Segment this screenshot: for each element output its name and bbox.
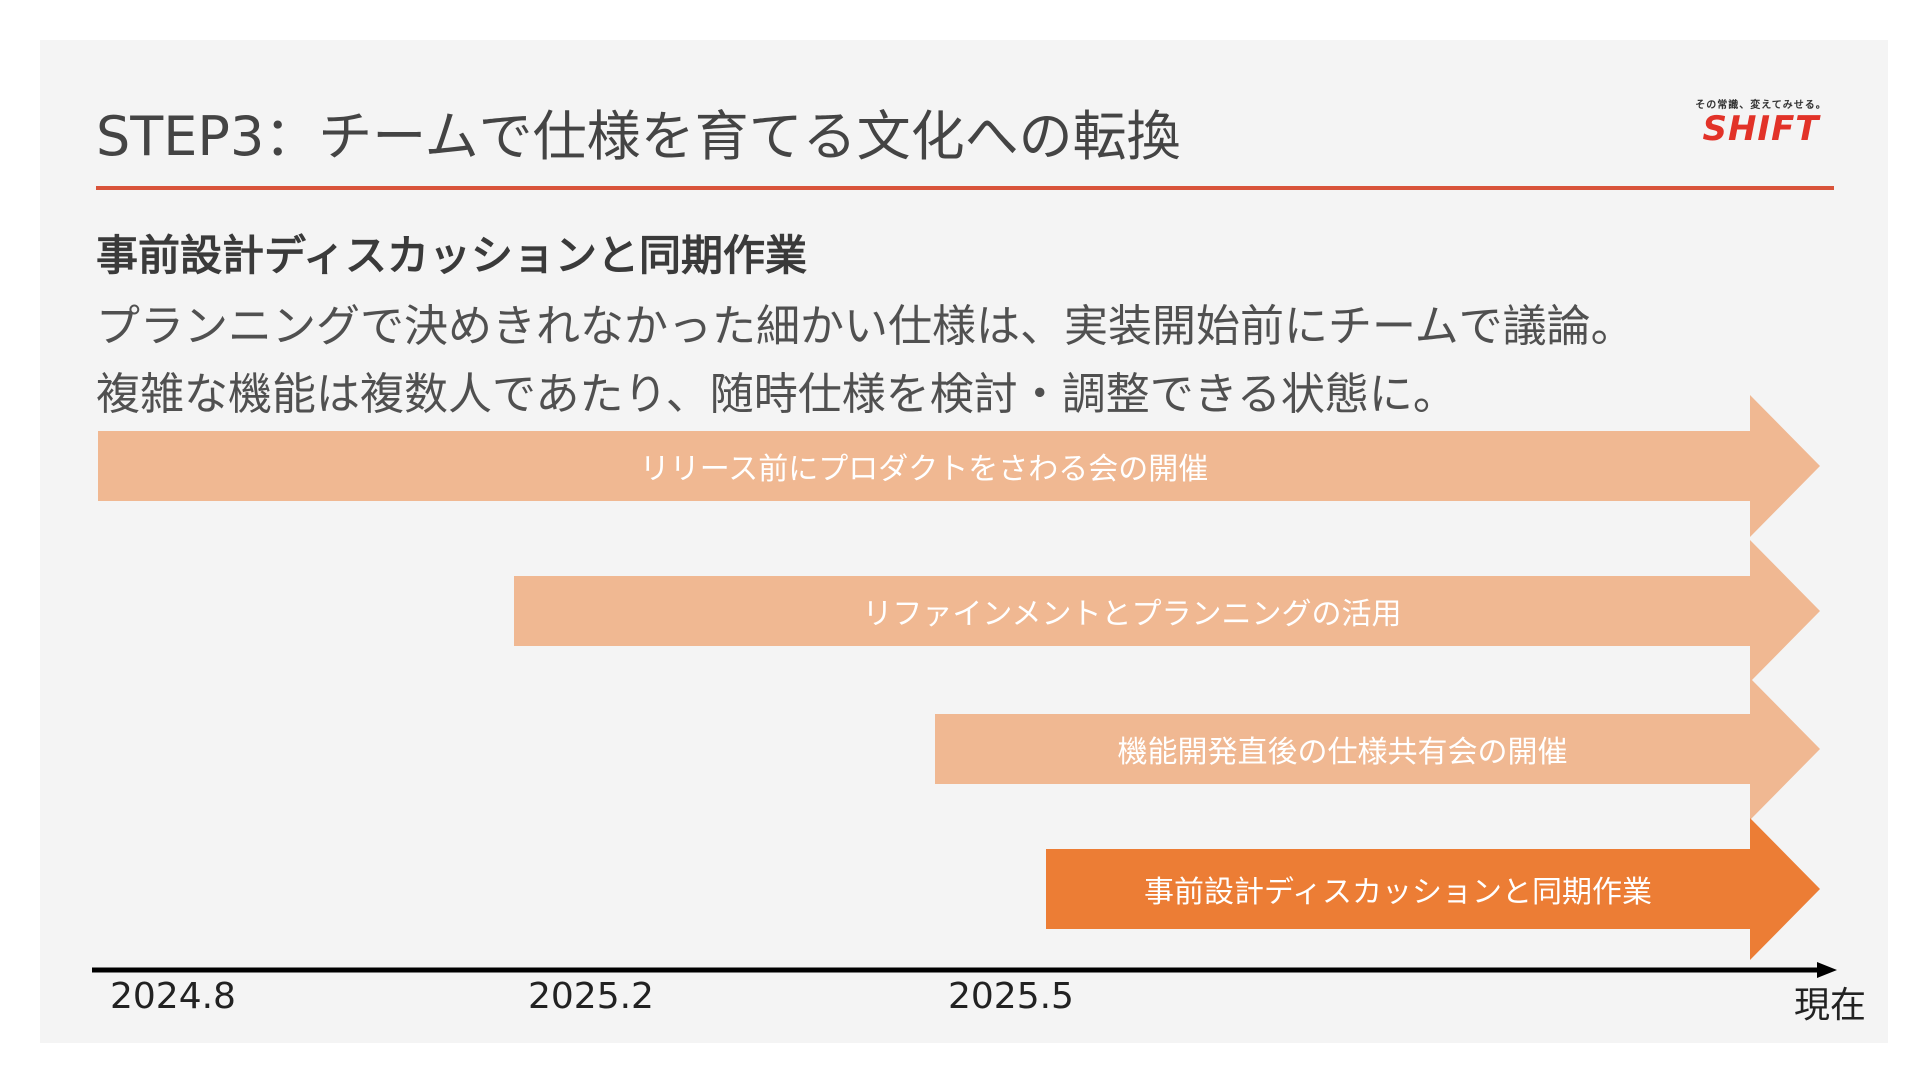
timeline-arrow-2: リファインメントとプランニングの活用 xyxy=(514,540,1820,682)
timeline-tick-2025-2: 2025.2 xyxy=(528,976,654,1017)
section-heading: 事前設計ディスカッションと同期作業 xyxy=(96,231,808,280)
shift-logo: その常識、変えてみせる。 SHIFT xyxy=(1676,96,1846,147)
arrow-label-2: リファインメントとプランニングの活用 xyxy=(862,597,1402,632)
arrow-polygon-2 xyxy=(514,540,1820,682)
arrow-shape-4 xyxy=(1046,818,1820,960)
body-text-line-2: 複雑な機能は複数人であたり、随時仕様を検討・調整できる状態に。 xyxy=(96,369,1457,420)
arrow-shape-1 xyxy=(98,395,1820,537)
timeline-arrow-1: リリース前にプロダクトをさわる会の開催 xyxy=(98,395,1820,537)
arrow-shape-2 xyxy=(514,540,1820,682)
arrow-shape-3 xyxy=(935,678,1820,820)
body-text-line-1: プランニングで決めきれなかった細かい仕様は、実装開始前にチームで議論。 xyxy=(96,301,1635,352)
timeline-tick-2024-8: 2024.8 xyxy=(110,976,236,1017)
slide: STEP3：チームで仕様を育てる文化への転換 その常識、変えてみせる。 SHIF… xyxy=(40,40,1888,1043)
title-underline xyxy=(96,186,1834,190)
timeline-tick-now: 現在 xyxy=(1794,985,1867,1026)
arrow-polygon-1 xyxy=(98,395,1820,537)
slide-title: STEP3：チームで仕様を育てる文化への転換 xyxy=(96,105,1181,168)
arrow-polygon-3 xyxy=(935,678,1820,820)
arrow-polygon-4 xyxy=(1046,818,1820,960)
timeline-axis-line xyxy=(92,962,1837,978)
arrow-label-3: 機能開発直後の仕様共有会の開催 xyxy=(1117,735,1568,770)
timeline-tick-2025-5: 2025.5 xyxy=(948,976,1074,1017)
arrow-label-1: リリース前にプロダクトをさわる会の開催 xyxy=(639,452,1209,487)
timeline-axis xyxy=(92,960,1837,980)
timeline-arrow-4: 事前設計ディスカッションと同期作業 xyxy=(1046,818,1820,960)
logo-name: SHIFT xyxy=(1702,109,1820,149)
logo-tagline: その常識、変えてみせる。 xyxy=(1695,100,1827,111)
timeline-arrow-3: 機能開発直後の仕様共有会の開催 xyxy=(935,678,1820,820)
arrow-label-4: 事前設計ディスカッションと同期作業 xyxy=(1144,875,1652,910)
